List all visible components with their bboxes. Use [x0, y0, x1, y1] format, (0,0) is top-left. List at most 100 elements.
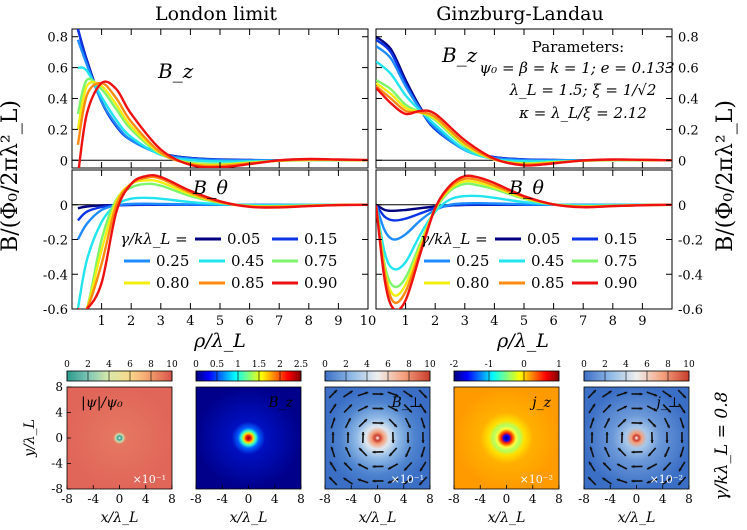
series-line-0.90 — [376, 86, 672, 167]
x-tick-label: 8 — [305, 314, 313, 329]
map-x-tick-label: 0 — [116, 492, 124, 506]
x-tick-label: 1 — [97, 314, 105, 329]
field-arrow-head — [331, 432, 335, 435]
field-arrow-head — [349, 390, 353, 394]
legend-prefix: γ/kλ_L = — [420, 230, 487, 248]
field-arrow-head — [333, 390, 337, 394]
colorbar-tick-label: -1 — [485, 360, 494, 370]
field-arrow-head — [421, 440, 425, 443]
map-xlabel: x/λ_L — [359, 510, 397, 526]
field-arrow-head — [365, 391, 369, 395]
x-tick-label: 6 — [245, 314, 253, 329]
colorbar — [324, 370, 431, 382]
field-arrow-head — [663, 467, 667, 471]
y-tick-label: -0.2 — [678, 234, 703, 249]
x-tick-label: 2 — [431, 314, 439, 329]
colorbar-tick-label: 4 — [364, 360, 370, 370]
field-arrow-head — [372, 479, 376, 483]
map-x-tick-label: -4 — [345, 492, 357, 506]
map-x-tick-label: 8 — [168, 492, 176, 506]
series-group — [76, 29, 368, 168]
field-arrow-head — [592, 390, 596, 394]
field-arrow-head — [423, 409, 426, 414]
x-tick-label: 9 — [638, 314, 646, 329]
series-line-0.15 — [376, 203, 672, 222]
colorbar-tick-label: 10 — [424, 360, 436, 370]
colorbar-tick-label: 0.5 — [210, 360, 225, 370]
map-label: B_z — [267, 395, 293, 411]
label-btheta-gl: B_θ — [508, 177, 544, 199]
field-arrow-head — [682, 409, 685, 414]
field-arrow-head — [372, 465, 376, 469]
x-tick-label: 2 — [127, 314, 135, 329]
map-scale-factor: ×10⁻² — [520, 473, 553, 486]
y-tick-label: 0 — [678, 199, 686, 214]
field-arrow-head — [589, 461, 592, 466]
map-x-tick-label: -8 — [448, 492, 460, 506]
parameters-heading: Parameters: — [532, 38, 624, 56]
field-arrow-head — [332, 417, 336, 421]
field-arrow-head — [620, 432, 624, 435]
series-line-0.15 — [376, 38, 672, 162]
field-arrow-head — [664, 453, 668, 457]
field-arrow-head — [606, 418, 610, 422]
y-tick-label: 0.6 — [47, 62, 68, 77]
x-tick-label: 7 — [579, 314, 587, 329]
label-btheta-london: B_θ — [192, 177, 228, 199]
parameters-line1: ψ₀ = β = k = 1; e = 0.133 — [479, 59, 674, 77]
field-arrow-head — [407, 424, 411, 428]
map-x-tick-label: 8 — [297, 492, 305, 506]
y-tick-label: 0 — [60, 154, 68, 169]
colorbar-tick-label: 8 — [406, 360, 412, 370]
map-x-tick-label: -4 — [87, 492, 99, 506]
field-arrow-head — [422, 425, 426, 429]
legend-label-0.90: 0.90 — [604, 274, 637, 292]
colorbar — [66, 370, 173, 382]
x-tick-label: 6 — [549, 314, 557, 329]
legend-label-0.85: 0.85 — [231, 274, 264, 292]
colorbar-tick-label: 0 — [521, 360, 527, 370]
y-tick-label: -0.6 — [678, 303, 703, 318]
x-tick-label: 8 — [609, 314, 617, 329]
map-x-tick-label: 4 — [529, 492, 537, 506]
field-map — [324, 386, 431, 490]
field-arrow-head — [380, 407, 384, 411]
y-tick-label: 0 — [60, 199, 68, 214]
x-tick-label: 5 — [216, 314, 224, 329]
legend-label-0.90: 0.90 — [304, 274, 337, 292]
field-arrow-head — [668, 394, 672, 398]
field-arrow-head — [647, 466, 651, 470]
colorbar — [195, 370, 302, 382]
legend-label-0.75: 0.75 — [604, 252, 637, 270]
colorbar — [583, 370, 690, 382]
map-x-tick-label: 0 — [633, 492, 641, 506]
field-arrow-head — [667, 409, 671, 413]
field-arrow-head — [388, 466, 392, 470]
map-x-tick-label: -8 — [61, 492, 73, 506]
map-y-tick-label: 4 — [55, 406, 63, 420]
y-tick-label: -0.2 — [43, 234, 68, 249]
field-arrow-head — [404, 467, 408, 471]
legend-label-0.15: 0.15 — [604, 230, 637, 248]
map-scale-factor: ×10⁻² — [650, 473, 683, 486]
map-x-tick-label: -8 — [190, 492, 202, 506]
map-x-tick-label: 0 — [245, 492, 253, 506]
map-x-tick-label: -4 — [604, 492, 616, 506]
title-ginzburg-landau: Ginzburg-Landau — [436, 3, 603, 25]
field-arrow-head — [419, 481, 423, 485]
field-arrow-head — [681, 425, 685, 429]
field-arrow-head — [618, 448, 622, 452]
map-x-tick-label: 4 — [659, 492, 667, 506]
field-arrow-head — [348, 404, 352, 408]
field-arrow-head — [420, 454, 424, 458]
field-arrow-head — [648, 452, 652, 457]
field-arrow-head — [653, 408, 657, 412]
xlabel-left: ρ/λ_L — [193, 330, 246, 352]
field-map — [195, 386, 302, 490]
x-tick-label: 4 — [186, 314, 194, 329]
field-arrow-head — [624, 391, 628, 395]
colorbar-tick-label: 8 — [148, 360, 154, 370]
y-tick-label: 0.8 — [47, 31, 68, 46]
field-arrow-head — [646, 480, 650, 484]
series-line-0.90 — [77, 173, 368, 309]
